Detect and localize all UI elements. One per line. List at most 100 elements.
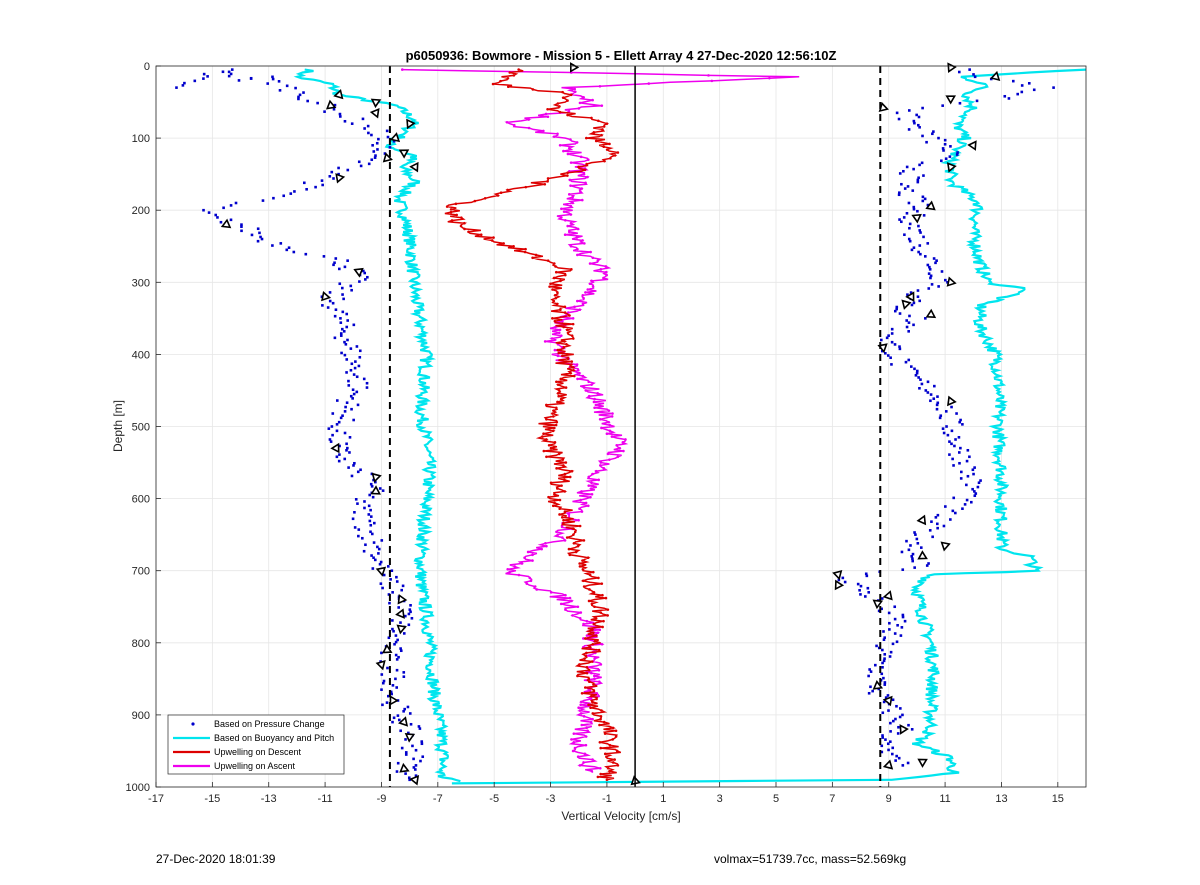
upwelling-descent-point bbox=[551, 429, 555, 433]
upwelling-ascent-point bbox=[598, 417, 602, 421]
pressure-ascent-point bbox=[926, 380, 930, 384]
upwelling-descent-point bbox=[549, 446, 553, 450]
upwelling-ascent-line bbox=[402, 68, 800, 774]
upwelling-ascent-point bbox=[587, 394, 591, 398]
upwelling-ascent-point bbox=[578, 308, 582, 311]
upwelling-descent-point bbox=[571, 322, 575, 326]
pressure-ascent-point bbox=[968, 68, 971, 71]
upwelling-descent-point bbox=[591, 700, 594, 704]
upwelling-descent-point bbox=[570, 268, 573, 271]
pressure-ascent-point bbox=[897, 117, 901, 121]
upwelling-ascent-point bbox=[607, 420, 610, 424]
upwelling-ascent-point bbox=[584, 389, 588, 392]
upwelling-descent-point bbox=[553, 262, 556, 265]
pressure-descent-point bbox=[347, 379, 350, 383]
pressure-ascent-point bbox=[936, 526, 939, 530]
upwelling-ascent-point bbox=[587, 504, 590, 508]
pressure-ascent-point bbox=[880, 597, 884, 600]
upwelling-ascent-point bbox=[558, 144, 562, 147]
pressure-descent-point bbox=[285, 84, 289, 88]
upwelling-descent-point bbox=[499, 79, 502, 83]
upwelling-descent-point bbox=[585, 136, 588, 140]
upwelling-descent-point bbox=[580, 691, 584, 695]
pressure-descent-point bbox=[339, 317, 342, 320]
upwelling-descent-point bbox=[455, 213, 459, 217]
upwelling-descent-point bbox=[587, 703, 590, 707]
pressure-ascent-point bbox=[881, 734, 884, 737]
pressure-descent-point bbox=[353, 461, 356, 465]
pressure-descent-point bbox=[401, 584, 405, 588]
upwelling-ascent-point bbox=[593, 657, 596, 660]
pressure-ascent-point bbox=[918, 386, 921, 390]
upwelling-ascent-point bbox=[571, 614, 574, 617]
pressure-descent-point bbox=[341, 293, 344, 296]
upwelling-descent-point bbox=[561, 458, 565, 461]
pressure-ascent-point bbox=[989, 77, 993, 81]
pressure-ascent-point bbox=[901, 613, 905, 617]
pressure-ascent-point bbox=[934, 261, 937, 265]
pressure-ascent-point bbox=[900, 182, 903, 186]
upwelling-descent-point bbox=[613, 154, 617, 157]
pressure-descent-point bbox=[365, 381, 369, 385]
triangle-marker bbox=[375, 660, 386, 671]
upwelling-ascent-point bbox=[575, 363, 579, 366]
pressure-ascent-point bbox=[929, 393, 933, 396]
upwelling-descent-point bbox=[593, 605, 596, 609]
upwelling-descent-point bbox=[608, 743, 612, 747]
upwelling-descent-point bbox=[599, 715, 603, 718]
upwelling-ascent-point bbox=[529, 579, 533, 583]
pressure-ascent-point bbox=[926, 263, 930, 267]
x-tick-label: -3 bbox=[546, 793, 556, 805]
triangle-marker bbox=[382, 152, 393, 163]
upwelling-ascent-point bbox=[568, 146, 571, 150]
upwelling-descent-point bbox=[508, 71, 512, 74]
pressure-ascent-point bbox=[915, 537, 919, 541]
pressure-descent-point bbox=[381, 681, 385, 685]
pressure-ascent-point bbox=[912, 323, 915, 327]
pressure-ascent-point bbox=[899, 707, 902, 710]
pressure-descent-point bbox=[378, 562, 382, 566]
pressure-ascent-point bbox=[926, 242, 930, 245]
pressure-descent-point bbox=[249, 77, 253, 80]
pressure-ascent-point bbox=[956, 151, 959, 154]
upwelling-descent-point bbox=[566, 171, 569, 175]
pressure-descent-point bbox=[374, 480, 377, 484]
pressure-ascent-point bbox=[905, 319, 908, 322]
pressure-ascent-point bbox=[912, 205, 916, 209]
pressure-descent-point bbox=[343, 353, 347, 357]
upwelling-descent-point bbox=[568, 314, 571, 317]
upwelling-ascent-point bbox=[608, 423, 612, 427]
pressure-descent-point bbox=[363, 500, 366, 503]
pressure-descent-point bbox=[355, 390, 359, 394]
pressure-ascent-point bbox=[936, 513, 940, 517]
pressure-descent-point bbox=[294, 86, 297, 90]
upwelling-descent-point bbox=[582, 539, 586, 542]
pressure-ascent-point bbox=[973, 494, 977, 498]
pressure-descent-point bbox=[385, 701, 389, 704]
upwelling-descent-point bbox=[587, 599, 591, 603]
pressure-descent-point bbox=[297, 97, 300, 101]
upwelling-descent-point bbox=[551, 412, 554, 415]
pressure-ascent-point bbox=[970, 500, 973, 504]
pressure-ascent-point bbox=[966, 448, 970, 452]
pressure-descent-point bbox=[352, 323, 356, 327]
pressure-descent-point bbox=[407, 623, 411, 627]
upwelling-descent-point bbox=[578, 565, 582, 568]
upwelling-ascent-point bbox=[582, 296, 585, 300]
pressure-ascent-point bbox=[912, 207, 916, 211]
pressure-descent-point bbox=[341, 327, 344, 331]
pressure-descent-point bbox=[289, 192, 293, 195]
pressure-ascent-point bbox=[935, 259, 938, 262]
upwelling-ascent-point bbox=[559, 216, 563, 219]
pressure-descent-point bbox=[240, 229, 243, 233]
upwelling-ascent-point bbox=[576, 368, 580, 372]
pressure-ascent-point bbox=[841, 576, 845, 580]
upwelling-descent-point bbox=[596, 775, 600, 779]
pressure-ascent-point bbox=[909, 291, 913, 294]
upwelling-ascent-point bbox=[575, 141, 579, 144]
upwelling-descent-point bbox=[616, 151, 620, 154]
pressure-ascent-point bbox=[936, 522, 939, 526]
upwelling-ascent-point bbox=[570, 738, 573, 741]
upwelling-ascent-point bbox=[591, 256, 595, 260]
pressure-descent-point bbox=[407, 776, 411, 780]
